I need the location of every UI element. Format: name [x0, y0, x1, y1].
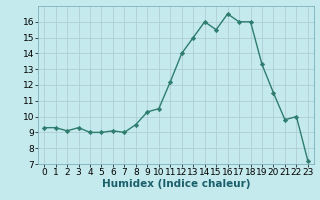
X-axis label: Humidex (Indice chaleur): Humidex (Indice chaleur)	[102, 179, 250, 189]
